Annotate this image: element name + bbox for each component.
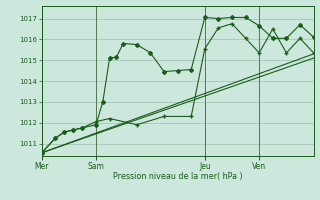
X-axis label: Pression niveau de la mer( hPa ): Pression niveau de la mer( hPa ) [113, 172, 243, 181]
